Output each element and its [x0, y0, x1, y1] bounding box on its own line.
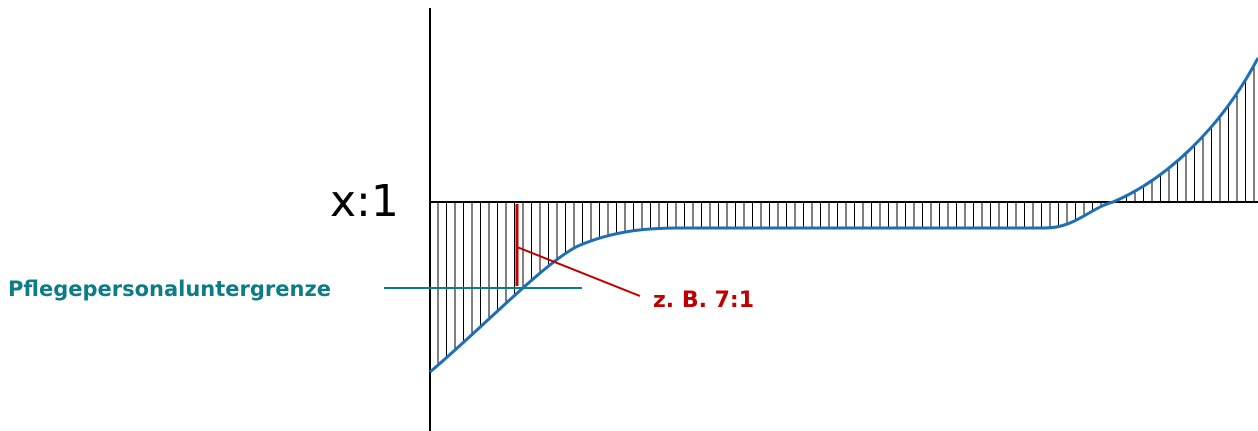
- example-label: z. B. 7:1: [653, 288, 754, 313]
- lower-limit-label: Pflegepersonaluntergrenze: [8, 277, 331, 301]
- hatch-shading: [437, 65, 1255, 366]
- example-leader-line: [516, 246, 641, 297]
- baseline-label: x:1: [330, 176, 399, 227]
- staffing-curve: [429, 57, 1258, 374]
